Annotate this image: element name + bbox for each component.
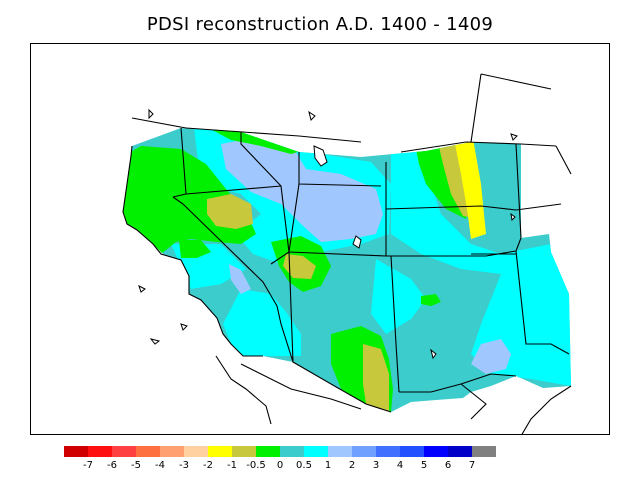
colorbar-tick-label: -2 <box>203 460 213 471</box>
colorbar-tick-label: -5 <box>131 460 141 471</box>
colorbar-tick-label: -0.5 <box>246 460 266 471</box>
colorbar-swatch <box>64 446 88 457</box>
colorbar-tick-label: -7 <box>83 460 93 471</box>
colorbar-swatch <box>400 446 424 457</box>
colorbar-swatch <box>232 446 256 457</box>
colorbar-legend: -7 -6 -5 -4 -3 -2 -1 -0.5 0 0.5 1 2 3 4 5 6 7 <box>60 446 580 472</box>
lakes <box>138 108 518 360</box>
colorbar-tick-label: 3 <box>372 460 380 471</box>
state-boundaries <box>122 73 572 434</box>
map-frame <box>30 43 610 435</box>
colorbar-tick-label: 6 <box>444 460 452 471</box>
colorbar-tick-label: 2 <box>348 460 356 471</box>
colorbar-swatch <box>184 446 208 457</box>
colorbar-swatch <box>136 446 160 457</box>
colorbar-swatch <box>352 446 376 457</box>
colorbar-swatch <box>112 446 136 457</box>
colorbar-tick-label: 7 <box>468 460 476 471</box>
colorbar-tick-label: -3 <box>179 460 189 471</box>
colorbar-swatch <box>88 446 112 457</box>
pdsi-map <box>122 73 572 434</box>
colorbar-swatch <box>376 446 400 457</box>
colorbar-swatch <box>256 446 280 457</box>
colorbar-swatch <box>208 446 232 457</box>
page-title: PDSI reconstruction A.D. 1400 - 1409 <box>146 14 494 35</box>
colorbar-tick-label: -4 <box>155 460 165 471</box>
colorbar-swatch <box>424 446 448 457</box>
colorbar-swatch <box>448 446 472 457</box>
colorbar-swatch <box>280 446 304 457</box>
colorbar-tick-label: 0 <box>276 460 284 471</box>
colorbar-tick-label: 0.5 <box>296 460 312 471</box>
colorbar-tick-label: -1 <box>227 460 237 471</box>
colorbar-swatch <box>160 446 184 457</box>
colorbar-tick-label: -6 <box>107 460 117 471</box>
colorbar-swatch <box>304 446 328 457</box>
colorbar-tick-label: 5 <box>420 460 428 471</box>
colorbar <box>64 446 496 457</box>
colorbar-tick-label: 1 <box>324 460 332 471</box>
colorbar-tick-label: 4 <box>396 460 404 471</box>
colorbar-swatch <box>472 446 496 457</box>
colorbar-swatch <box>328 446 352 457</box>
